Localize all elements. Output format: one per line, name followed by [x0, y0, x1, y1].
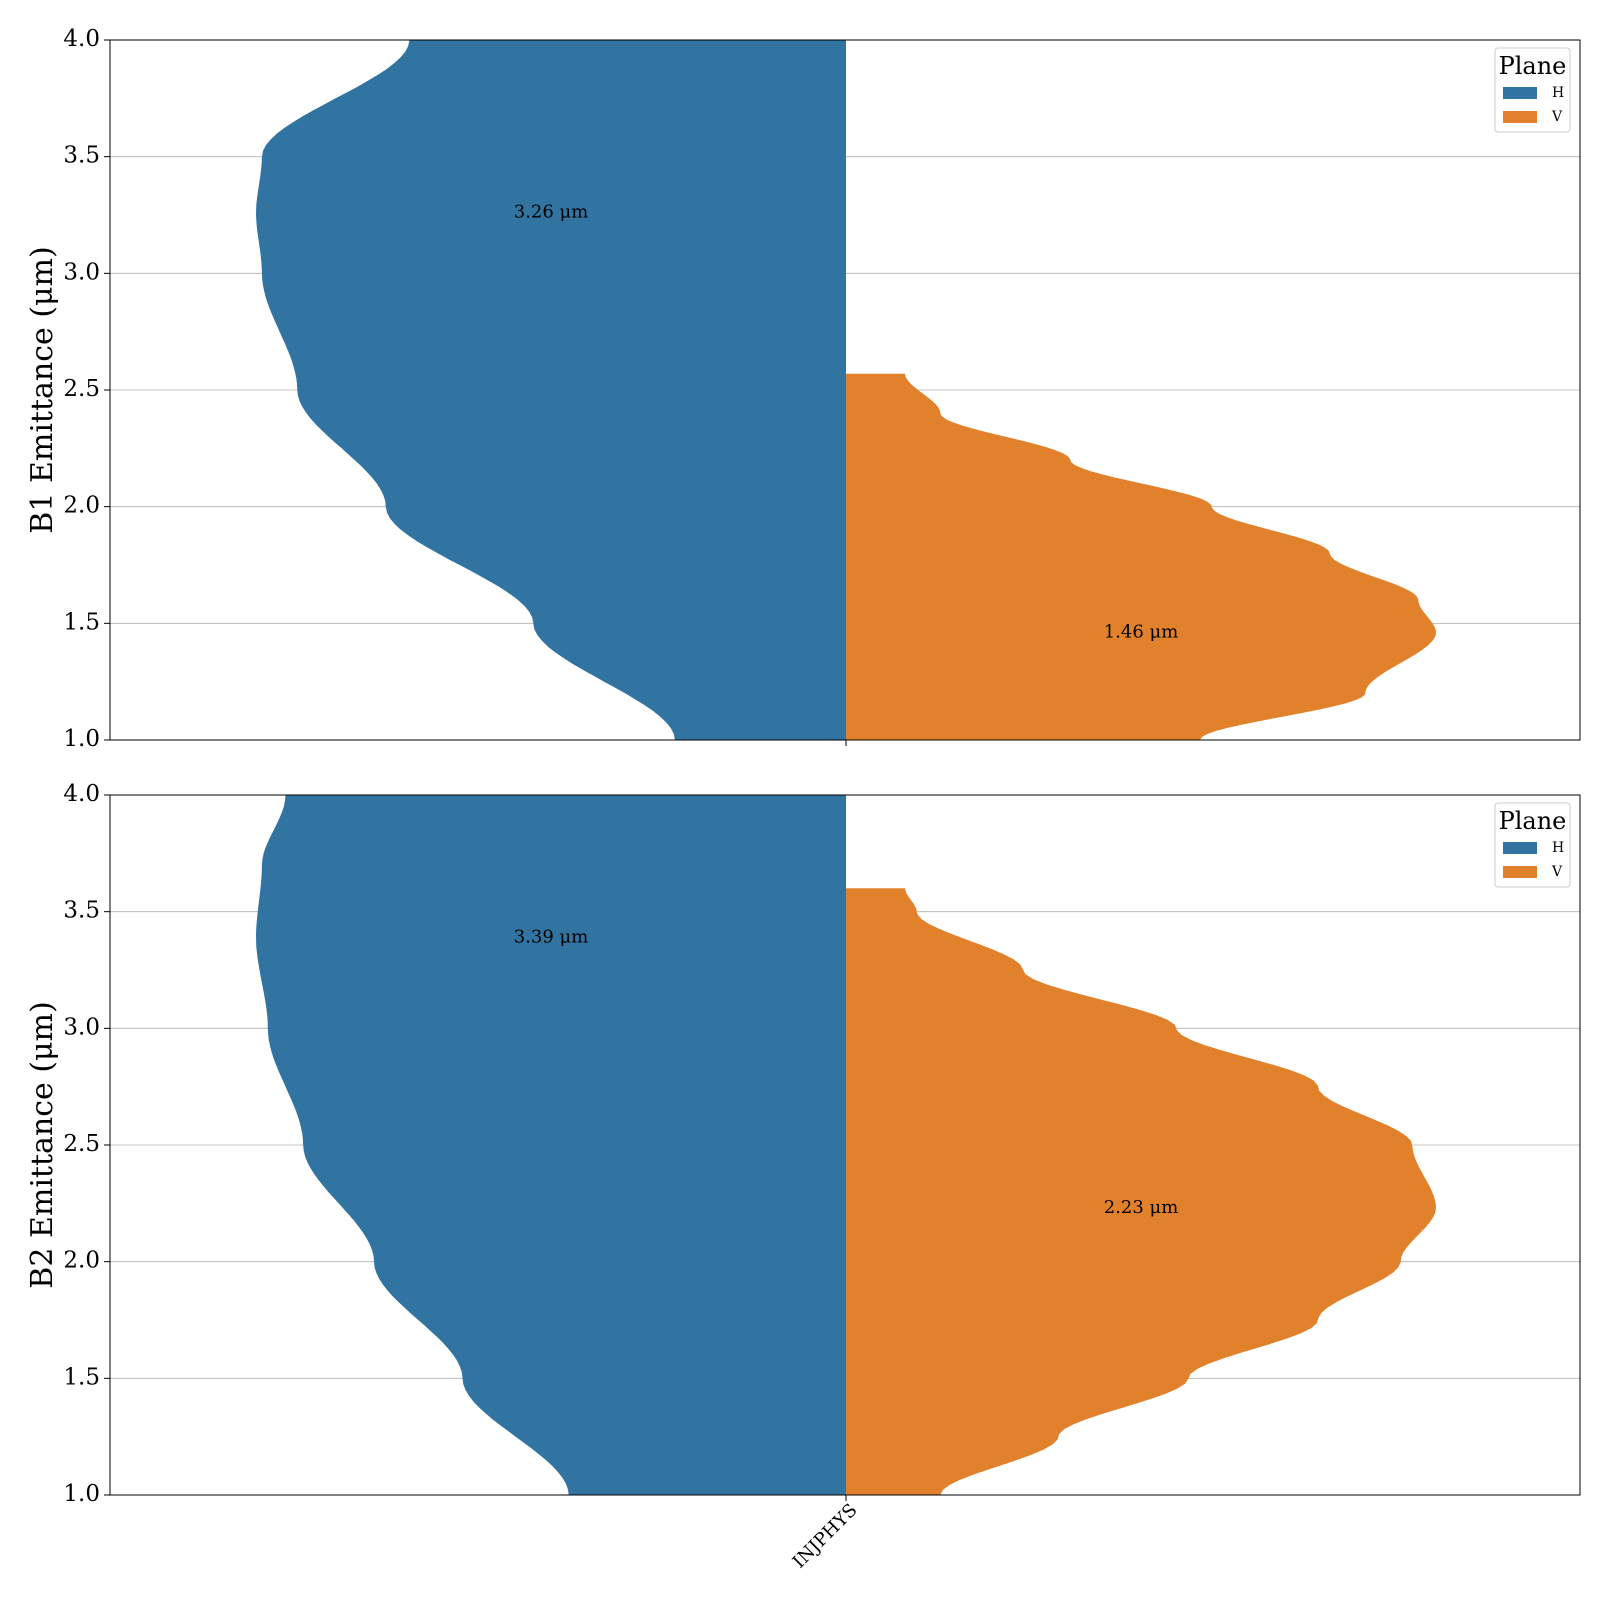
y-tick-label: 1.0	[63, 1481, 100, 1507]
y-tick-label: 3.5	[63, 143, 100, 169]
legend-swatch-v	[1503, 111, 1537, 123]
legend-swatch-h	[1503, 87, 1537, 99]
y-tick-label: 2.0	[63, 493, 100, 519]
legend-label-v: V	[1551, 109, 1563, 125]
median-annotation-h: 3.26 μm	[514, 202, 589, 223]
legend: Plane HV	[1494, 47, 1571, 133]
legend-label-h: H	[1552, 840, 1564, 856]
legend-title: Plane	[1499, 807, 1567, 835]
y-tick-label: 1.5	[63, 609, 100, 635]
violin-h	[256, 795, 846, 1495]
y-tick-label: 4.0	[63, 26, 100, 52]
median-annotation-h: 3.39 μm	[514, 926, 589, 947]
legend-label-v: V	[1551, 864, 1563, 880]
panel-frame	[109, 794, 1581, 1496]
y-tick-label: 1.0	[63, 726, 100, 752]
violin-v	[846, 888, 1436, 1495]
x-tick-label: INJPHYS	[789, 1500, 862, 1573]
median-annotation-v: 2.23 μm	[1104, 1197, 1179, 1218]
legend-swatch-v	[1503, 866, 1537, 878]
y-tick-label: 3.0	[63, 259, 100, 285]
violin-h	[256, 40, 846, 740]
y-tick-label: 4.0	[63, 781, 100, 807]
y-tick-label: 3.5	[63, 898, 100, 924]
y-axis-label: B1 Emittance (μm)	[25, 246, 60, 533]
panel-frame	[109, 39, 1581, 741]
violin-group	[256, 795, 1436, 1495]
legend: Plane HV	[1494, 802, 1571, 888]
y-tick-label: 3.0	[63, 1014, 100, 1040]
violin-group	[256, 40, 1436, 740]
median-annotation-v: 1.46 μm	[1104, 622, 1179, 643]
legend-label-h: H	[1552, 85, 1564, 101]
panel-2: 1.0 1.5 2.0 2.5 3.0 3.5 4.0 3.39 μm 2.23 μm B2 Em…	[25, 781, 1581, 1507]
y-tick-label: 2.5	[63, 376, 100, 402]
y-tick-label: 2.5	[63, 1131, 100, 1157]
y-tick-label: 1.5	[63, 1364, 100, 1390]
legend-title: Plane	[1499, 52, 1567, 80]
panel-1: 1.0 1.5 2.0 2.5 3.0 3.5 4.0 3.26 μm 1.46 μm B1 Em…	[25, 26, 1581, 752]
y-tick-label: 2.0	[63, 1248, 100, 1274]
y-axis-label: B2 Emittance (μm)	[25, 1001, 60, 1288]
legend-swatch-h	[1503, 842, 1537, 854]
violin-v	[846, 373, 1436, 740]
